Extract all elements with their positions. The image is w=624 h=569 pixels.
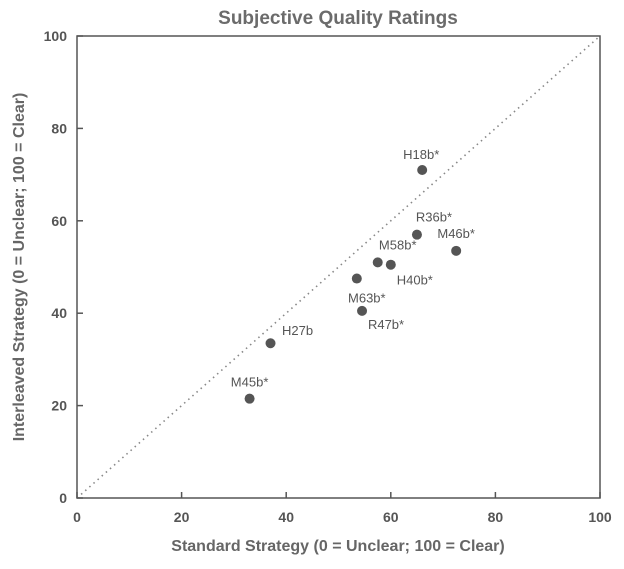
y-tick-label: 0	[59, 490, 67, 506]
data-point	[357, 305, 368, 316]
y-tick-label: 40	[51, 305, 67, 321]
x-tick-label: 100	[588, 509, 612, 525]
data-point-label: H18b*	[403, 147, 439, 162]
x-tick-label: 40	[278, 509, 294, 525]
y-axis-ticks: 0 20 40 60 80 100	[44, 28, 83, 506]
data-point-label: R47b*	[368, 317, 404, 332]
plot-frame	[76, 35, 601, 499]
data-point	[351, 273, 362, 284]
data-points: H18b* R36b*M46b* M58b* H40b* M63b* R47b* H27b M…	[231, 147, 475, 404]
data-point	[265, 338, 276, 349]
data-point	[451, 245, 462, 256]
y-tick-label: 60	[51, 213, 67, 229]
x-axis-label: Standard Strategy (0 = Unclear; 100 = Cl…	[171, 538, 504, 555]
y-axis-label: Interleaved Strategy (0 = Unclear; 100 =…	[11, 93, 28, 442]
reference-line	[76, 35, 601, 499]
data-point-label: M46b*	[437, 226, 475, 241]
y-tick-label: 80	[51, 120, 67, 136]
y-tick-label: 100	[44, 28, 68, 44]
x-tick-label: 0	[73, 509, 81, 525]
x-tick-label: 80	[488, 509, 504, 525]
data-point	[411, 229, 422, 240]
data-point	[417, 164, 428, 175]
data-point-label: M45b*	[231, 375, 269, 390]
data-point	[244, 393, 255, 404]
x-axis-ticks: 0 20 40 60 80 100	[73, 492, 612, 525]
data-point	[385, 259, 396, 270]
data-point	[372, 257, 383, 268]
data-point-label: R36b*	[416, 210, 452, 225]
x-tick-label: 60	[383, 509, 399, 525]
x-tick-label: 20	[174, 509, 190, 525]
chart-title: Subjective Quality Ratings	[218, 8, 458, 29]
data-point-label: M63b*	[348, 291, 386, 306]
data-point-label: H27b	[282, 323, 313, 338]
data-point-label: H40b*	[397, 273, 433, 288]
y-tick-label: 20	[51, 398, 67, 414]
data-point-label: M58b*	[379, 237, 417, 252]
